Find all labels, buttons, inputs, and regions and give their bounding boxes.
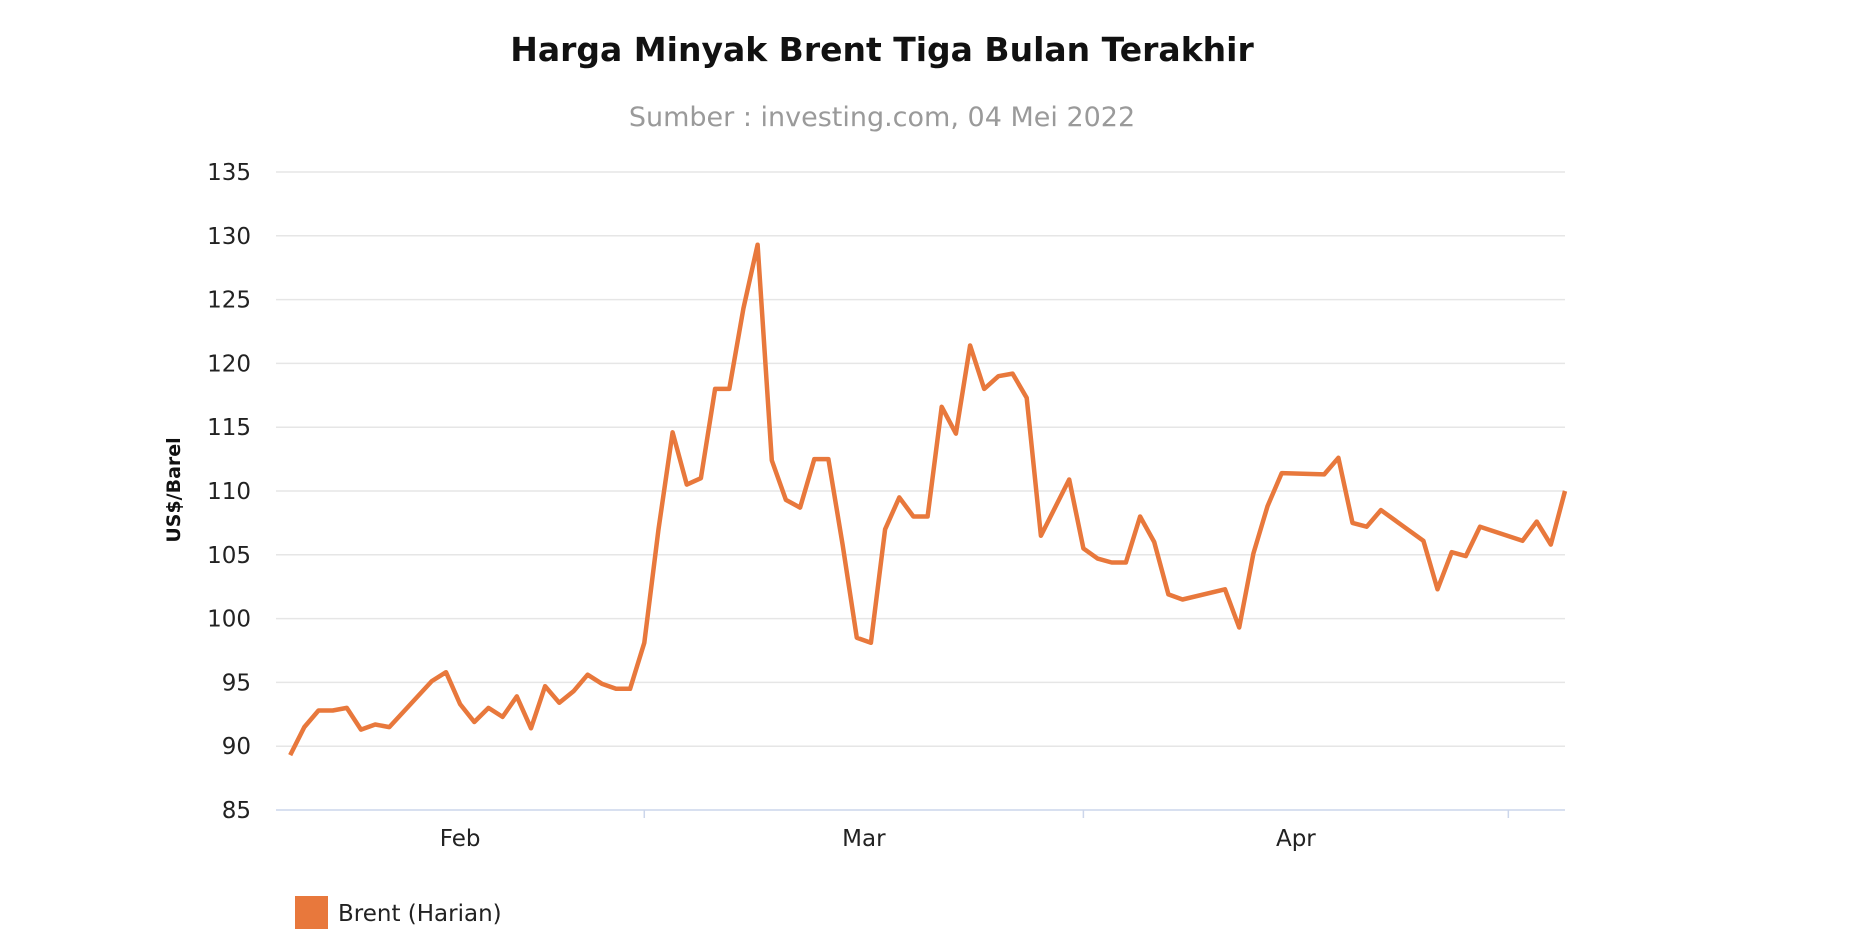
y-axis-ticks: 85 90 95 100 105 110 115 120 125 130 135 (207, 160, 251, 824)
y-axis-title: US$/Barel (163, 437, 185, 542)
y-tick-label: 85 (222, 798, 251, 824)
y-tick-label: 90 (222, 734, 251, 760)
legend[interactable]: Brent (Harian) (295, 896, 502, 929)
legend-swatch[interactable] (295, 896, 328, 929)
y-tick-label: 125 (207, 288, 251, 314)
y-tick-label: 120 (207, 351, 251, 377)
x-tick-label: Apr (1276, 826, 1316, 852)
x-axis: Feb Mar Apr (440, 810, 1510, 852)
y-tick-label: 130 (207, 224, 251, 250)
x-tick-label: Mar (842, 826, 886, 852)
legend-label[interactable]: Brent (Harian) (338, 901, 502, 927)
y-tick-label: 105 (207, 543, 251, 569)
y-tick-label: 110 (207, 479, 251, 505)
x-tick-label: Feb (440, 826, 481, 852)
y-tick-label: 95 (222, 670, 251, 696)
chart-subtitle: Sumber : investing.com, 04 Mei 2022 (629, 102, 1135, 133)
chart-title: Harga Minyak Brent Tiga Bulan Terakhir (510, 30, 1254, 69)
y-tick-label: 115 (207, 415, 251, 441)
series-layer (288, 242, 1568, 757)
y-tick-label: 100 (207, 607, 251, 633)
gridlines (276, 171, 1565, 811)
y-tick-label: 135 (207, 160, 251, 186)
series-line-brent (288, 242, 1568, 757)
